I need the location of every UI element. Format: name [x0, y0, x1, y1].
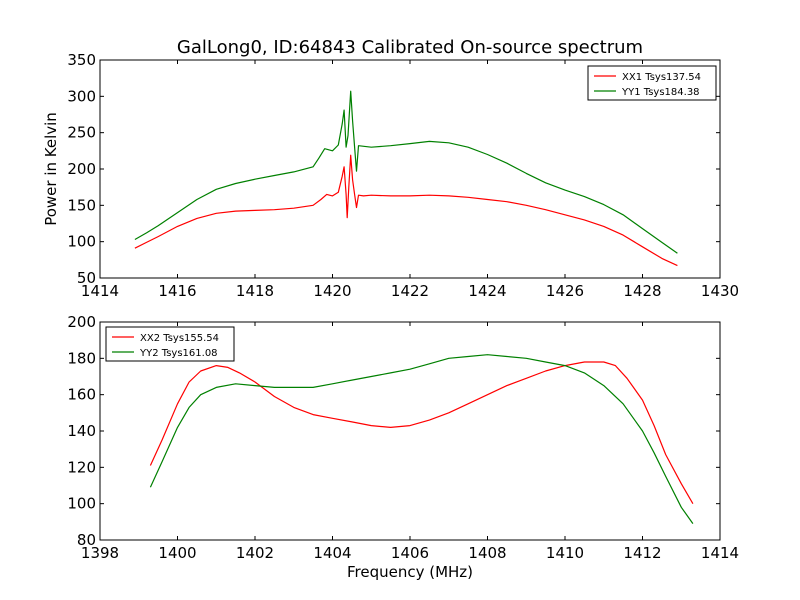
top-x-tick-label: 1418 [236, 282, 274, 300]
top-ylabel: Power in Kelvin [42, 112, 60, 226]
top-x-tick-label: 1426 [546, 282, 584, 300]
top-x-tick-label: 1430 [701, 282, 739, 300]
bottom-x-tick-label: 1400 [158, 544, 196, 562]
bottom-y-tick-label: 140 [67, 422, 96, 440]
bottom-x-tick-label: 1404 [313, 544, 351, 562]
bottom-x-tick-label: 1412 [623, 544, 661, 562]
top-y-tick-label: 150 [67, 196, 96, 214]
bottom-x-tick-label: 1398 [81, 544, 119, 562]
top-y-tick-label: 300 [67, 87, 96, 105]
bottom-axes: Frequency (MHz) 1398 1400 1402 1404 1406 1408… [67, 313, 739, 581]
top-y-tick-label: 250 [67, 124, 96, 142]
bottom-x-tick-label: 1406 [391, 544, 429, 562]
top-x-tick-label: 1420 [313, 282, 351, 300]
top-x-tick-label: 1416 [158, 282, 196, 300]
top-y-tick-label: 350 [67, 51, 96, 69]
top-axes: Power in Kelvin 1414 1416 1418 1420 1422 1424… [42, 51, 739, 300]
top-series-line-1 [134, 154, 678, 267]
bottom-y-tick-label: 180 [67, 349, 96, 367]
bottom-y-tick-label: 160 [67, 386, 96, 404]
top-series-line-2 [134, 90, 678, 254]
top-x-tick-label: 1428 [623, 282, 661, 300]
bottom-y-tick-label: 200 [67, 313, 96, 331]
top-legend-box [587, 65, 717, 101]
bottom-x-tick-label: 1414 [701, 544, 739, 562]
bottom-legend-label-1: XX2 Tsys155.54 [140, 333, 219, 344]
top-legend-label-2: YY1 Tsys184.38 [621, 87, 700, 98]
bottom-xlabel: Frequency (MHz) [347, 563, 473, 581]
top-x-tick-label: 1414 [81, 282, 119, 300]
bottom-y-tick-label: 120 [67, 458, 96, 476]
top-y-tick-label: 200 [67, 160, 96, 178]
bottom-y-tick-label: 80 [77, 531, 96, 549]
bottom-series-line-1 [149, 361, 694, 505]
top-legend-label-1: XX1 Tsys137.54 [622, 72, 701, 83]
top-y-tick-label: 100 [67, 233, 96, 251]
bottom-y-tick-label: 100 [67, 495, 96, 513]
top-x-tick-label: 1422 [391, 282, 429, 300]
figure-title: GalLong0, ID:64843 Calibrated On-source … [177, 37, 643, 58]
bottom-series-line-2 [149, 354, 694, 524]
top-x-tick-label: 1424 [468, 282, 506, 300]
bottom-legend-label-2: YY2 Tsys161.08 [139, 348, 218, 359]
top-y-tick-label: 50 [77, 269, 96, 287]
bottom-legend-box [105, 326, 235, 362]
bottom-x-tick-label: 1408 [468, 544, 506, 562]
bottom-x-tick-label: 1402 [236, 544, 274, 562]
bottom-x-tick-label: 1410 [546, 544, 584, 562]
